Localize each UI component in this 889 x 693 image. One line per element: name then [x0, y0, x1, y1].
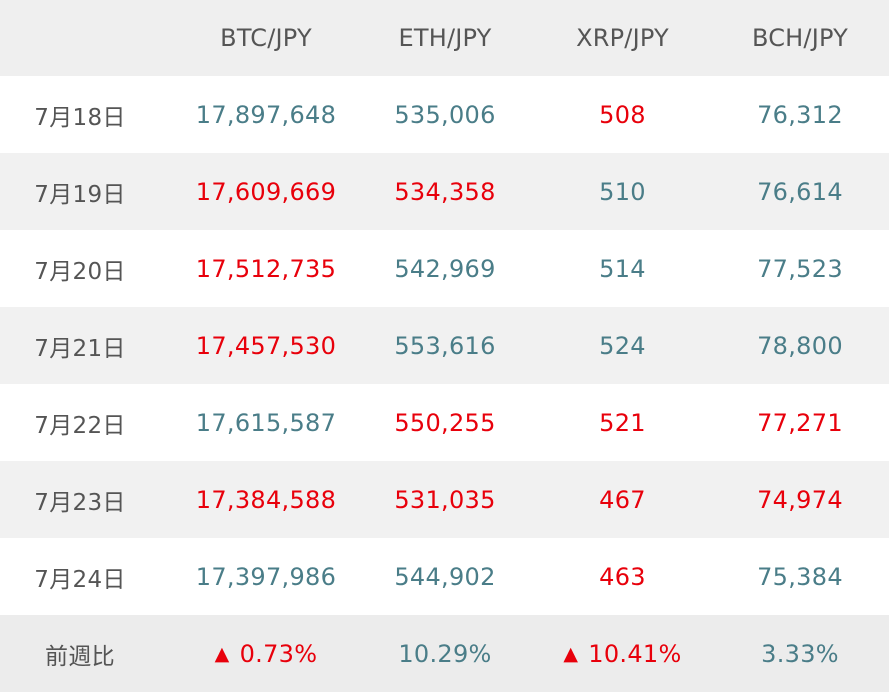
- change-cell-eth: 10.29%: [356, 615, 534, 692]
- table-row: 7月23日 17,384,588 531,035 467 74,974: [0, 461, 889, 538]
- date-cell: 7月22日: [0, 384, 176, 461]
- price-cell-eth: 531,035: [356, 461, 534, 538]
- header-btc-jpy: BTC/JPY: [176, 0, 356, 76]
- price-cell-eth: 550,255: [356, 384, 534, 461]
- price-cell-eth: 553,616: [356, 307, 534, 384]
- date-cell: 7月21日: [0, 307, 176, 384]
- date-cell: 7月23日: [0, 461, 176, 538]
- change-value: 10.41%: [588, 639, 682, 668]
- price-cell-xrp: 463: [534, 538, 711, 615]
- price-cell-bch: 75,384: [711, 538, 889, 615]
- price-cell-xrp: 510: [534, 153, 711, 230]
- table-row: 7月24日 17,397,986 544,902 463 75,384: [0, 538, 889, 615]
- price-cell-xrp: 467: [534, 461, 711, 538]
- table-row: 7月20日 17,512,735 542,969 514 77,523: [0, 230, 889, 307]
- up-triangle-icon: ▲: [563, 642, 579, 665]
- up-triangle-icon: ▲: [214, 642, 230, 665]
- price-cell-eth: 544,902: [356, 538, 534, 615]
- price-cell-btc: 17,397,986: [176, 538, 356, 615]
- date-cell: 7月19日: [0, 153, 176, 230]
- price-cell-xrp: 514: [534, 230, 711, 307]
- table-row: 7月21日 17,457,530 553,616 524 78,800: [0, 307, 889, 384]
- change-value: 10.29%: [398, 639, 492, 668]
- price-cell-eth: 535,006: [356, 76, 534, 153]
- summary-row: 前週比 ▲ 0.73% 10.29% ▲ 10.41% 3.33%: [0, 615, 889, 692]
- header-xrp-jpy: XRP/JPY: [534, 0, 711, 76]
- change-cell-bch: 3.33%: [711, 615, 889, 692]
- price-cell-bch: 77,271: [711, 384, 889, 461]
- summary-label: 前週比: [0, 615, 176, 692]
- change-cell-btc: ▲ 0.73%: [176, 615, 356, 692]
- price-cell-bch: 74,974: [711, 461, 889, 538]
- price-cell-btc: 17,384,588: [176, 461, 356, 538]
- price-cell-bch: 78,800: [711, 307, 889, 384]
- price-cell-btc: 17,457,530: [176, 307, 356, 384]
- price-cell-btc: 17,897,648: [176, 76, 356, 153]
- date-cell: 7月24日: [0, 538, 176, 615]
- date-cell: 7月18日: [0, 76, 176, 153]
- table-row: 7月18日 17,897,648 535,006 508 76,312: [0, 76, 889, 153]
- price-cell-bch: 76,312: [711, 76, 889, 153]
- price-cell-xrp: 508: [534, 76, 711, 153]
- change-cell-xrp: ▲ 10.41%: [534, 615, 711, 692]
- price-cell-eth: 534,358: [356, 153, 534, 230]
- price-cell-btc: 17,512,735: [176, 230, 356, 307]
- header-row: BTC/JPY ETH/JPY XRP/JPY BCH/JPY: [0, 0, 889, 76]
- header-eth-jpy: ETH/JPY: [356, 0, 534, 76]
- price-cell-btc: 17,615,587: [176, 384, 356, 461]
- price-cell-xrp: 524: [534, 307, 711, 384]
- header-bch-jpy: BCH/JPY: [711, 0, 889, 76]
- price-cell-eth: 542,969: [356, 230, 534, 307]
- table-row: 7月19日 17,609,669 534,358 510 76,614: [0, 153, 889, 230]
- change-value: 0.73%: [239, 639, 318, 668]
- table-row: 7月22日 17,615,587 550,255 521 77,271: [0, 384, 889, 461]
- date-cell: 7月20日: [0, 230, 176, 307]
- price-cell-btc: 17,609,669: [176, 153, 356, 230]
- price-cell-xrp: 521: [534, 384, 711, 461]
- change-value: 3.33%: [761, 639, 839, 668]
- header-empty: [0, 0, 176, 76]
- price-cell-bch: 77,523: [711, 230, 889, 307]
- price-cell-bch: 76,614: [711, 153, 889, 230]
